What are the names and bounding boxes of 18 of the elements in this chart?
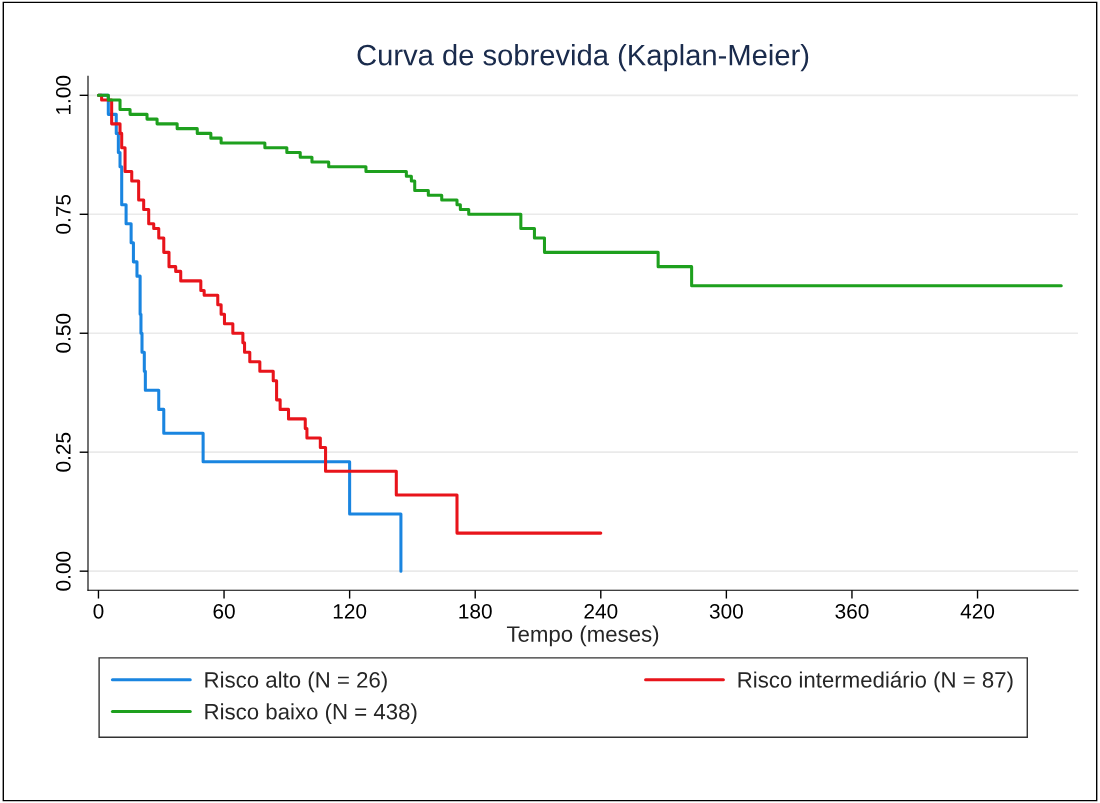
x-tick-label: 120 [333, 603, 367, 619]
y-tick-label: 0.50 [55, 313, 71, 353]
x-tick-label: 240 [584, 603, 618, 619]
legend-label: Risco intermediário (N = 87) [738, 671, 1013, 693]
x-tick-label: 180 [459, 603, 492, 619]
y-tick-label: 0.75 [55, 194, 71, 234]
x-tick-label: 360 [835, 603, 869, 619]
x-axis-title: Tempo (meses) [506, 625, 659, 647]
y-tick-label: 1.00 [55, 75, 71, 114]
chart-title: Curva de sobrevida (Kaplan-Meier) [357, 44, 809, 72]
legend-label: Risco alto (N = 26) [205, 671, 387, 693]
x-tick-label: 300 [709, 603, 743, 619]
y-tick-label: 0.00 [55, 551, 71, 591]
x-tick-label: 0 [93, 603, 104, 619]
legend-label: Risco baixo (N = 438) [205, 703, 417, 724]
x-tick-label: 420 [960, 603, 995, 619]
y-tick-label: 0.25 [55, 432, 71, 472]
x-tick-label: 60 [213, 603, 235, 619]
